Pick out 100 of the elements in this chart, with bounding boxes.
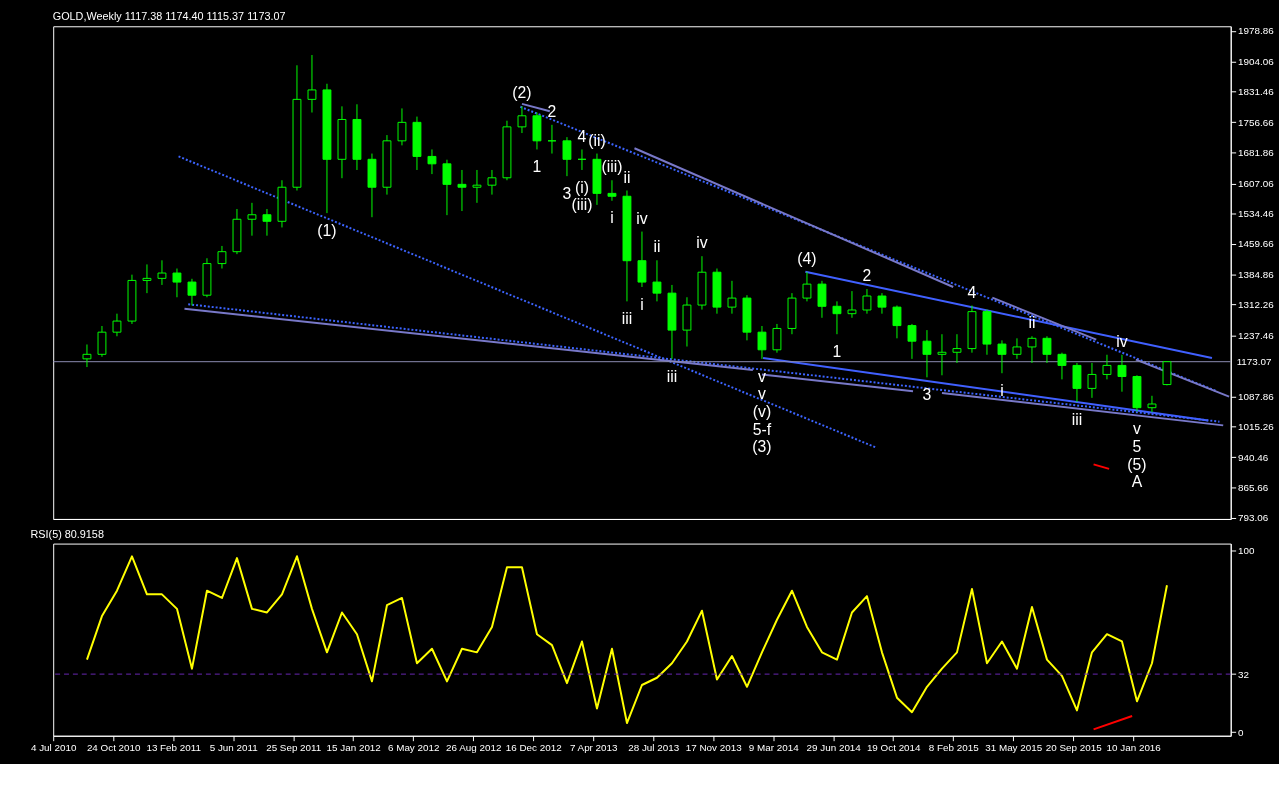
y-tick-label: 100 [1238,545,1256,557]
candlestick [472,169,482,204]
annotation: 3 [562,184,572,202]
x-tick-label: 13 Feb 2011 [146,742,201,754]
candlestick [457,169,467,212]
candlestick [1102,354,1112,380]
annotation: 2 [547,102,557,120]
candlestick [607,179,617,202]
candlestick [247,202,257,237]
x-tick-label: 26 Aug 2012 [446,742,502,754]
annotation: 5 [1132,437,1142,455]
annotation: i [1000,381,1004,399]
candlestick [1072,362,1082,403]
candlestick [862,288,872,315]
annotation: 4 [577,127,587,145]
candlestick [562,136,572,177]
y-tick-label: 32 [1238,668,1250,680]
candlestick [217,245,227,270]
candlestick [172,268,182,298]
candlestick [1147,395,1157,413]
annotation: v [758,367,767,385]
annotation: i [610,209,614,227]
annotation: A [1131,473,1143,491]
annotation: iii [1071,410,1083,428]
candlestick [157,259,167,286]
annotation: (5) [1127,455,1147,473]
annotation: (ii) [588,131,606,149]
chart-title: RSI(5) 80.9158 [30,527,104,540]
y-tick-label: 0 [1238,726,1245,738]
x-tick-label: 16 Dec 2012 [505,742,562,754]
candlestick [877,292,887,315]
x-tick-label: 28 Jul 2013 [628,742,680,754]
annotation: 5-f [752,420,772,438]
candlestick [1057,352,1067,380]
x-tick-label: 7 Apr 2013 [569,742,619,754]
candlestick [1087,362,1097,399]
candlestick [397,107,407,146]
annotation: (v) [752,402,772,420]
annotation: ii [653,238,661,256]
annotation: v [758,385,767,403]
candlestick [262,208,272,237]
candlestick [757,325,767,360]
annotation: 4 [967,283,977,301]
x-tick-label: 29 Jun 2014 [806,742,862,754]
x-tick-label: 24 Oct 2010 [86,742,142,754]
y-tick-label: 865.66 [1238,482,1269,494]
candlestick [637,231,647,288]
candlestick [907,323,917,360]
candlestick [112,313,122,337]
annotation: 3 [922,385,932,403]
candlestick [427,148,437,175]
candlestick [652,259,662,302]
y-tick-label: 1087.86 [1238,391,1275,403]
y-tick-label: 1312.26 [1238,298,1275,310]
annotation: (iii) [601,158,623,176]
annotation: (1) [317,221,337,239]
annotation: 1 [832,342,842,360]
annotation: (iii) [571,196,593,214]
candlestick [817,280,827,319]
x-tick-label: 4 Jul 2010 [30,742,77,754]
candlestick [802,271,812,302]
candlestick [727,280,737,315]
annotation: iii [621,310,633,328]
x-tick-label: 6 May 2012 [387,742,440,754]
candlestick [937,333,947,376]
y-tick-label: 1756.66 [1238,116,1275,128]
y-tick-label: 940.46 [1238,451,1269,463]
candlestick [1042,335,1052,364]
x-tick-label: 10 Jan 2016 [1106,742,1162,754]
y-tick-label: 1015.26 [1238,420,1275,432]
x-tick-label: 25 Sep 2011 [266,742,322,754]
x-tick-label: 31 May 2015 [985,742,1043,754]
annotation: iv [636,209,648,227]
candlestick [142,263,152,294]
x-tick-label: 9 Mar 2014 [748,742,800,754]
annotation: i [640,295,644,313]
annotation: 1 [532,158,542,176]
candlestick [1027,335,1037,364]
candlestick [1117,354,1127,393]
x-tick-label: 5 Jun 2011 [209,742,258,754]
annotation: (4) [797,249,817,267]
candlestick [442,159,452,216]
annotation: 2 [862,267,872,285]
annotation: v [1133,420,1142,438]
annotation: (2) [512,84,532,102]
candlestick [952,333,962,364]
x-tick-label: 19 Oct 2014 [866,742,922,754]
annotation: iii [666,367,678,385]
line-series [85,555,1168,725]
annotation: ii [623,168,631,186]
candlestick [307,54,317,113]
candlestick [97,325,107,358]
y-tick-label: 793.06 [1238,512,1269,524]
candlestick [187,278,197,306]
y-tick-label: 1384.86 [1238,269,1275,281]
x-tick-label: 8 Feb 2015 [928,742,980,754]
y-tick-label: 1831.46 [1238,85,1275,97]
annotation: (i) [574,178,589,196]
candlestick [892,304,902,339]
candlestick [772,323,782,354]
